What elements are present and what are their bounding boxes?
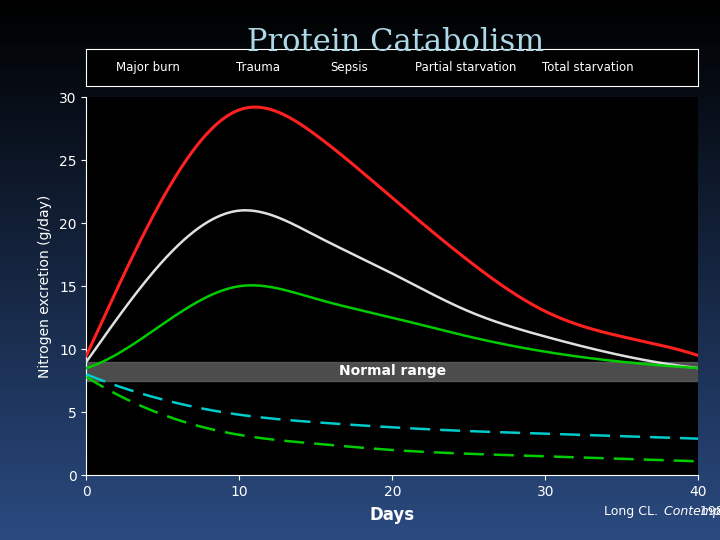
Text: Long CL.: Long CL. bbox=[604, 505, 662, 518]
Y-axis label: Nitrogen excretion (g/day): Nitrogen excretion (g/day) bbox=[38, 194, 52, 378]
Text: 1980;16:29-42: 1980;16:29-42 bbox=[696, 505, 720, 518]
Text: Normal range: Normal range bbox=[339, 364, 446, 378]
Text: Protein Catabolism: Protein Catabolism bbox=[248, 27, 544, 58]
Text: Contemp Surg: Contemp Surg bbox=[664, 505, 720, 518]
Bar bbox=[86, 362, 698, 381]
X-axis label: Days: Days bbox=[370, 506, 415, 524]
Text: Partial starvation: Partial starvation bbox=[415, 61, 516, 74]
Text: Major burn: Major burn bbox=[116, 61, 179, 74]
Text: Trauma: Trauma bbox=[235, 61, 280, 74]
Text: Sepsis: Sepsis bbox=[330, 61, 369, 74]
Text: Total starvation: Total starvation bbox=[542, 61, 634, 74]
